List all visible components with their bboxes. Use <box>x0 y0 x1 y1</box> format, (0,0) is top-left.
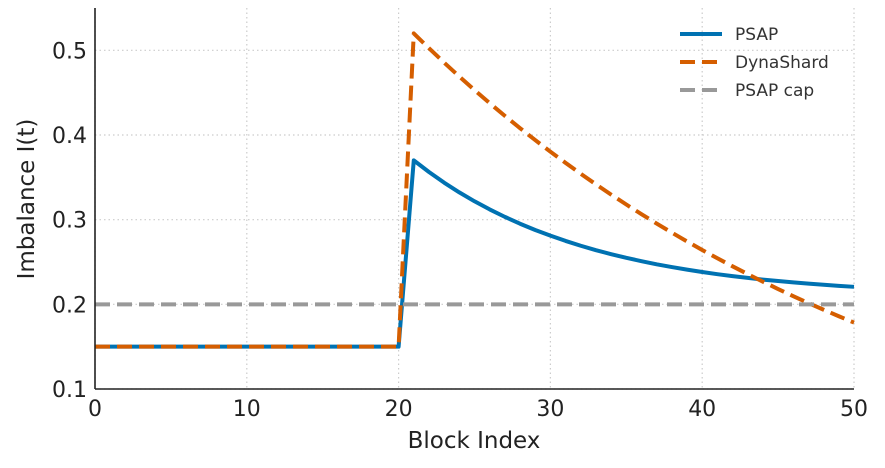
legend: PSAP DynaShard PSAP cap <box>680 25 829 101</box>
x-tick-label: 10 <box>233 397 261 422</box>
x-axis-title: Block Index <box>408 428 541 454</box>
tick-labels: 0 10 20 30 40 50 0.1 0.2 0.3 0.4 0.5 <box>52 39 868 422</box>
legend-label-psap: PSAP <box>735 25 778 45</box>
plot-area <box>95 31 855 349</box>
y-tick-label: 0.2 <box>52 293 87 318</box>
series-line-psap <box>95 158 855 349</box>
x-tick-label: 20 <box>385 397 413 422</box>
legend-label-psap-cap: PSAP cap <box>735 81 814 101</box>
y-tick-label: 0.1 <box>52 378 87 403</box>
x-tick-label: 0 <box>88 397 102 422</box>
x-tick-label: 40 <box>688 397 716 422</box>
axes <box>94 8 854 390</box>
y-tick-label: 0.4 <box>52 124 87 149</box>
x-tick-label: 50 <box>840 397 868 422</box>
y-tick-label: 0.5 <box>52 39 87 64</box>
y-tick-label: 0.3 <box>52 209 87 234</box>
series-line-dynashard <box>95 31 855 349</box>
x-tick-label: 30 <box>536 397 564 422</box>
legend-label-dynashard: DynaShard <box>735 53 829 73</box>
y-axis-title: Imbalance I(t) <box>14 119 40 280</box>
